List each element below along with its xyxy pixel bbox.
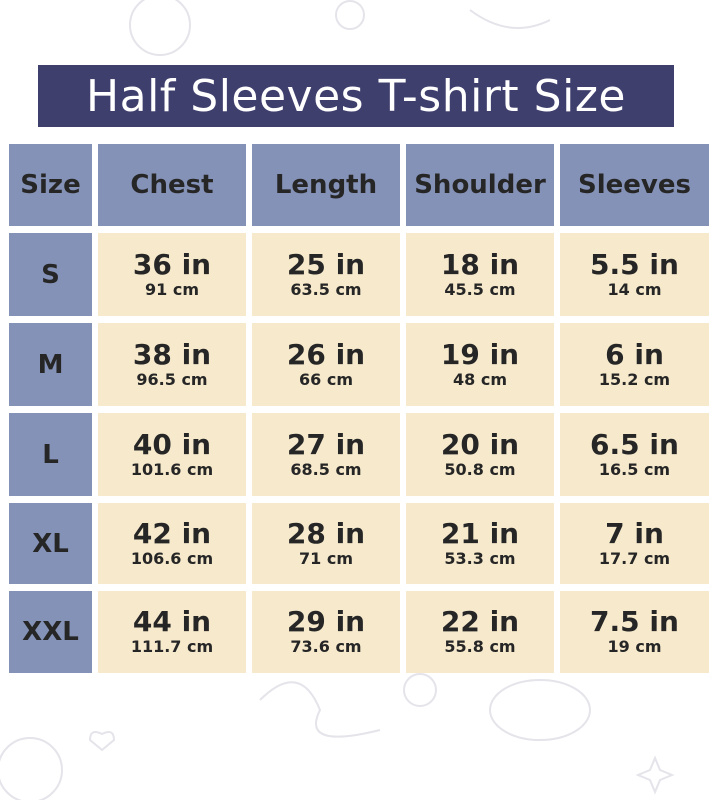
size-label: L: [42, 439, 59, 470]
cm-value: 106.6 cm: [130, 548, 214, 568]
inches-value: 5.5 in: [590, 247, 679, 281]
measurement-cell: 7.5 in 19 cm: [560, 591, 709, 673]
cm-value: 73.6 cm: [290, 637, 362, 656]
measurement-cell: 19 in 48 cm: [406, 323, 554, 406]
size-cell: XXL: [9, 591, 92, 673]
size-cell: XL: [9, 503, 92, 584]
inches-value: 42 in: [132, 516, 212, 550]
size-label: XXL: [22, 617, 79, 647]
measurement-cell: 44 in 111.7 cm: [98, 591, 246, 673]
cm-value: 55.8 cm: [444, 637, 516, 656]
header-label: Size: [20, 170, 81, 200]
measurement-cell: 26 in 66 cm: [252, 323, 400, 406]
measurement-cell: 6 in 15.2 cm: [560, 323, 709, 406]
cm-value: 16.5 cm: [598, 459, 671, 479]
cm-value: 19 cm: [607, 637, 662, 656]
inches-value: 36 in: [132, 247, 212, 281]
measurement-cell: 27 in 68.5 cm: [252, 413, 400, 496]
inches-value: 22 in: [440, 605, 520, 638]
header-sleeves: Sleeves: [560, 144, 709, 226]
inches-value: 20 in: [440, 427, 520, 461]
inches-value: 19 in: [440, 337, 520, 371]
inches-value: 21 in: [440, 516, 520, 550]
cm-value: 50.8 cm: [444, 459, 516, 479]
cm-value: 111.7 cm: [130, 637, 214, 656]
measurement-cell: 40 in 101.6 cm: [98, 413, 246, 496]
measurement-cell: 21 in 53.3 cm: [406, 503, 554, 584]
inches-value: 7 in: [605, 516, 664, 550]
cm-value: 91 cm: [145, 279, 199, 299]
header-size: Size: [9, 144, 92, 226]
measurement-cell: 22 in 55.8 cm: [406, 591, 554, 673]
cm-value: 48 cm: [453, 369, 507, 389]
measurement-cell: 20 in 50.8 cm: [406, 413, 554, 496]
cm-value: 17.7 cm: [598, 548, 671, 568]
inches-value: 27 in: [286, 427, 366, 461]
measurement-cell: 42 in 106.6 cm: [98, 503, 246, 584]
header-label: Shoulder: [414, 170, 546, 200]
cm-value: 68.5 cm: [290, 459, 362, 479]
inches-value: 6.5 in: [590, 427, 679, 461]
header-chest: Chest: [98, 144, 246, 226]
measurement-cell: 18 in 45.5 cm: [406, 233, 554, 316]
cm-value: 63.5 cm: [290, 279, 362, 299]
inches-value: 7.5 in: [590, 605, 679, 638]
inches-value: 38 in: [132, 337, 212, 371]
measurement-cell: 6.5 in 16.5 cm: [560, 413, 709, 496]
cm-value: 101.6 cm: [130, 459, 214, 479]
cm-value: 53.3 cm: [444, 548, 516, 568]
cm-value: 66 cm: [299, 369, 353, 389]
page-title: Half Sleeves T-shirt Size: [38, 65, 674, 127]
inches-value: 26 in: [286, 337, 366, 371]
inches-value: 6 in: [605, 337, 664, 371]
measurement-cell: 25 in 63.5 cm: [252, 233, 400, 316]
inches-value: 40 in: [132, 427, 212, 461]
header-label: Sleeves: [578, 170, 691, 200]
size-label: M: [37, 349, 64, 380]
inches-value: 28 in: [286, 516, 366, 550]
cm-value: 71 cm: [299, 548, 353, 568]
header-shoulder: Shoulder: [406, 144, 554, 226]
header-length: Length: [252, 144, 400, 226]
cm-value: 14 cm: [607, 279, 662, 299]
cm-value: 15.2 cm: [598, 369, 671, 389]
measurement-cell: 5.5 in 14 cm: [560, 233, 709, 316]
size-cell: M: [9, 323, 92, 406]
header-label: Chest: [130, 170, 214, 200]
size-cell: L: [9, 413, 92, 496]
size-cell: S: [9, 233, 92, 316]
cm-value: 96.5 cm: [136, 369, 208, 389]
inches-value: 29 in: [286, 605, 366, 638]
inches-value: 44 in: [132, 605, 212, 638]
measurement-cell: 38 in 96.5 cm: [98, 323, 246, 406]
size-label: S: [41, 259, 60, 290]
measurement-cell: 36 in 91 cm: [98, 233, 246, 316]
measurement-cell: 7 in 17.7 cm: [560, 503, 709, 584]
header-label: Length: [274, 170, 378, 200]
measurement-cell: 29 in 73.6 cm: [252, 591, 400, 673]
measurement-cell: 28 in 71 cm: [252, 503, 400, 584]
cm-value: 45.5 cm: [444, 279, 516, 299]
inches-value: 18 in: [440, 247, 520, 281]
size-label: XL: [32, 528, 69, 559]
inches-value: 25 in: [286, 247, 366, 281]
